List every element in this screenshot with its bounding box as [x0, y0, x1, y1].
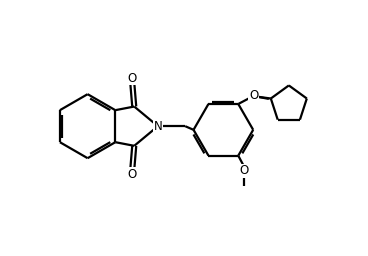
Text: O: O: [128, 72, 137, 85]
Text: O: O: [249, 90, 258, 102]
Text: O: O: [128, 168, 137, 181]
Text: N: N: [154, 120, 163, 133]
Text: O: O: [239, 164, 248, 177]
